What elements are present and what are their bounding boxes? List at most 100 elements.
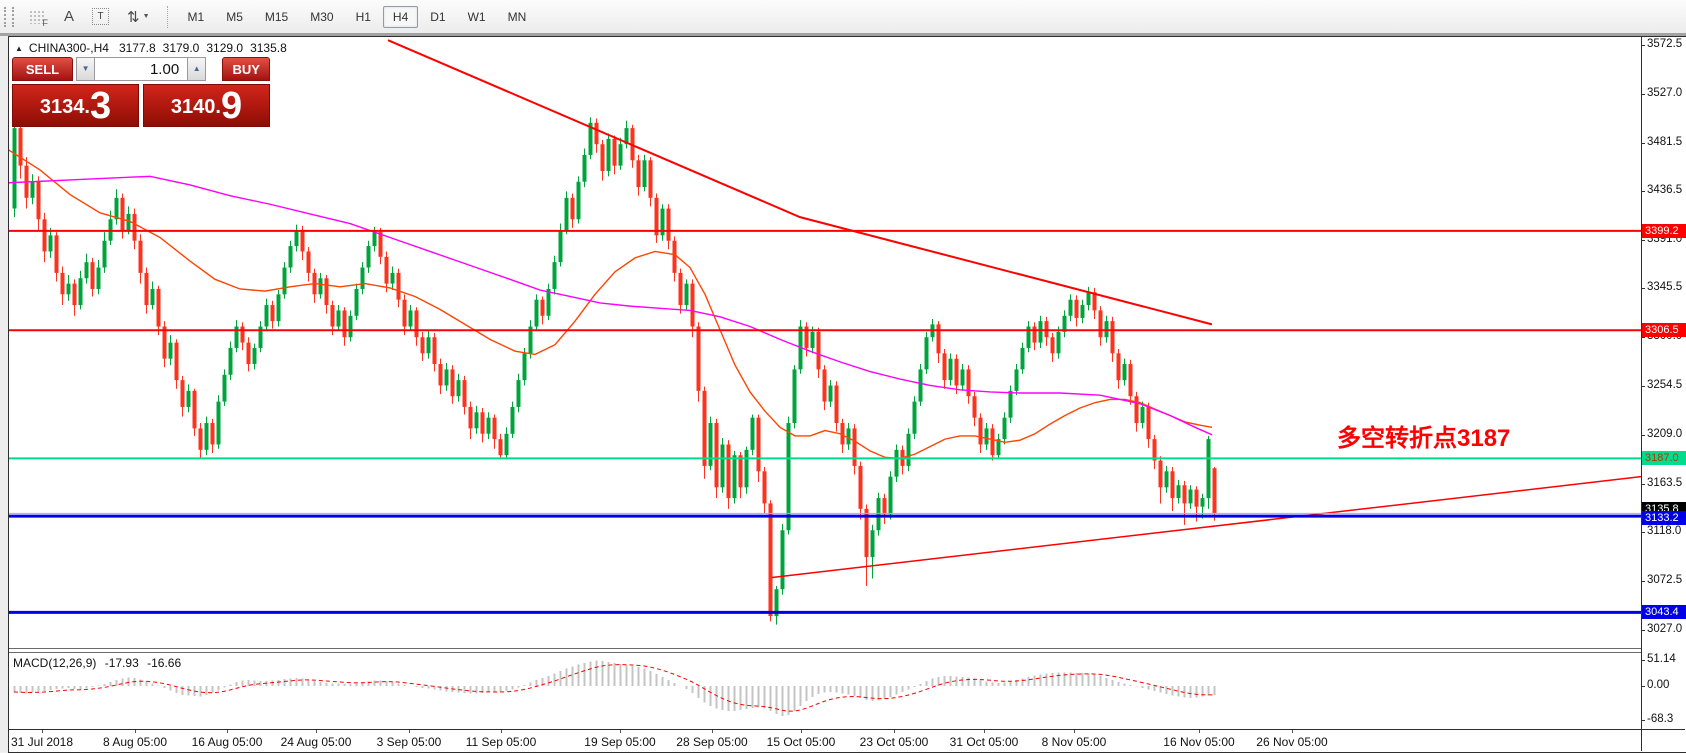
time-tick-mark [409,730,410,733]
price-tick-label: 3163.5 [1647,476,1683,489]
time-tick-label: 11 Sep 05:00 [465,735,537,749]
time-tick-mark [712,730,713,733]
price-tick-label: 3572.5 [1647,38,1683,50]
macd-value: -17.93 [104,656,139,670]
price-tick-mark [1641,630,1645,631]
arrow-objects-icon[interactable]: ⇅ ▼ [127,8,150,26]
time-tick-mark [42,730,43,733]
open-value: 3177.8 [118,41,156,55]
price-axis[interactable]: 3572.53527.03481.53436.53391.03345.53300… [1641,37,1686,729]
volume-increase-button[interactable]: ▲ [187,57,207,81]
collapse-panel-icon[interactable]: ▲ [15,43,23,53]
time-axis[interactable]: 31 Jul 2018 8 Aug 05:00 16 Aug 05:00 24 Aug… [9,730,1641,751]
timeframe-button-group: M1 M5 M15 M30 H1 H4 D1 W1 MN [177,5,538,28]
price-tick-mark [1641,190,1645,192]
time-tick-mark [135,730,136,733]
toolbar-grip[interactable] [4,6,14,27]
timeframe-button-H1[interactable]: H1 [355,9,371,24]
price-axis-divider[interactable] [1641,37,1642,751]
price-badge-3187.0: 3187.0 [1642,451,1686,466]
macd-tick-label: -68.3 [1647,713,1674,726]
macd-tick-mark [1641,686,1645,687]
timeframe-button-MN[interactable]: MN [507,9,527,24]
volume-decrease-button[interactable]: ▼ [76,57,96,81]
time-tick-label: 8 Aug 05:00 [102,735,168,749]
time-tick-mark [984,730,985,733]
timeframe-button-H4[interactable]: H4 [382,5,419,28]
price-tick-mark [1641,337,1645,339]
buy-price-display[interactable]: 3140. 9 [143,84,270,127]
timeframe-button-M1[interactable]: M1 [187,9,205,24]
time-tick-mark [1292,730,1293,733]
price-tick-mark [1641,434,1645,436]
price-tick-label: 3345.5 [1647,281,1683,294]
price-tick-mark [1641,45,1645,46]
macd-tick-label: 51.14 [1647,653,1676,666]
price-tick-label: 3027.0 [1647,623,1683,635]
time-tick-label: 31 Jul 2018 [10,735,74,749]
time-tick-mark [894,730,895,733]
price-tick-label: 3527.0 [1647,86,1683,99]
volume-input[interactable] [95,57,188,81]
chart-window [8,36,1686,753]
price-badge-3133.2: 3133.2 [1642,511,1686,526]
price-tick-mark [1641,239,1645,241]
close-value: 3135.8 [250,41,287,55]
time-axis-divider [9,729,1685,730]
sell-button[interactable]: SELL [12,57,74,81]
price-tick-mark [1641,581,1645,583]
macd-name: MACD(12,26,9) [13,656,97,670]
text-label-icon[interactable]: A [64,8,75,25]
buy-button[interactable]: BUY [222,57,271,81]
macd-tick-label: 0.00 [1647,679,1670,691]
timeframe-button-M30[interactable]: M30 [310,9,334,24]
dropdown-caret-icon[interactable]: ▼ [142,13,150,20]
chart-title: ▲ CHINA300-,H4 3177.8 3179.0 3129.0 3135… [15,41,294,55]
one-click-trade-panel: SELL ▼ ▲ BUY 3134.3 3140.9 [12,57,271,127]
time-tick-mark [227,730,228,733]
time-tick-mark [801,730,802,733]
indicators-grid-icon[interactable]: F [29,9,48,28]
text-box-icon[interactable]: T [92,8,110,25]
low-value: 3129.0 [206,41,244,55]
price-badge-3043.4: 3043.4 [1642,605,1686,620]
sell-price-main: 3134. [39,96,90,118]
buy-price-big-digit: 9 [220,85,243,127]
time-tick-mark [501,730,502,733]
price-tick-label: 3118.0 [1647,525,1682,538]
symbol-timeframe-label: CHINA300-,H4 [28,41,109,55]
price-badge-3306.5: 3306.5 [1642,323,1686,338]
buy-price-main: 3140. [170,96,221,118]
price-tick-mark [1641,532,1645,534]
price-tick-mark [1641,93,1645,95]
time-tick-label: 16 Nov 05:00 [1163,735,1235,749]
time-tick-label: 8 Nov 05:00 [1041,735,1107,749]
macd-tick-mark [1641,720,1645,722]
time-tick-mark [620,730,621,733]
sell-price-big-digit: 3 [89,85,112,127]
pane-splitter-line [9,652,1685,653]
macd-indicator-label: MACD(12,26,9) -17.93 -16.66 [13,656,181,670]
macd-signal-value: -16.66 [147,656,182,670]
window-top-band [0,33,1686,36]
pane-splitter[interactable] [9,648,1685,649]
time-tick-label: 24 Aug 05:00 [280,735,352,749]
annotation-text[interactable]: 多空转折点3187 [1337,425,1511,452]
toolbar: F A T ⇅ ▼ M1 M5 M15 M30 H1 H4 D1 W1 MN [0,0,1686,33]
price-badge-3399.2: 3399.2 [1642,223,1686,238]
price-tick-label: 3436.5 [1647,183,1683,196]
sell-price-display[interactable]: 3134. 3 [12,84,139,127]
time-tick-label: 31 Oct 05:00 [949,735,1019,749]
timeframe-button-D1[interactable]: D1 [430,9,446,24]
timeframe-button-W1[interactable]: W1 [467,9,486,24]
price-tick-mark [1641,288,1645,290]
timeframe-button-M15[interactable]: M15 [264,9,289,24]
time-tick-label: 16 Aug 05:00 [191,735,263,749]
timeframe-button-M5[interactable]: M5 [226,9,243,24]
time-tick-mark [316,730,317,733]
time-tick-mark [1074,730,1075,733]
price-tick-mark [1641,483,1645,485]
time-tick-label: 19 Sep 05:00 [584,735,656,749]
price-tick-label: 3254.5 [1647,379,1683,392]
